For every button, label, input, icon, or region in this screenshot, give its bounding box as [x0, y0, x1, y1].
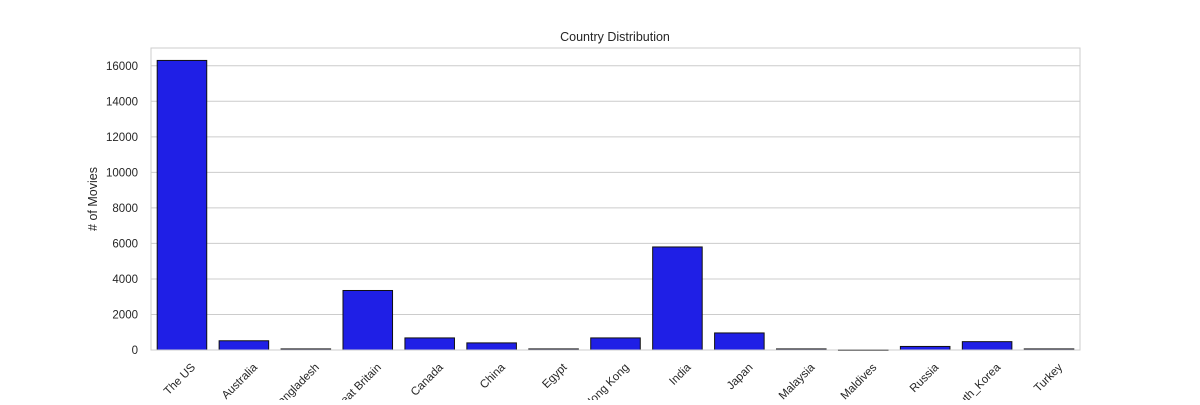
x-tick-label: Great Britain — [330, 362, 384, 400]
x-tick-label: Russia — [908, 361, 942, 395]
x-tick-label: India — [667, 361, 694, 388]
y-tick-label: 4000 — [112, 274, 138, 286]
x-tick-label: Malaysia — [777, 361, 818, 400]
y-tick-label: 10000 — [106, 167, 138, 179]
bar — [466, 342, 517, 351]
y-tick-label: 14000 — [106, 96, 138, 108]
x-tick-labels: The US Australia Bangladesh Great Britain Ca… — [162, 361, 1065, 405]
x-tick-label: The US — [162, 361, 198, 397]
y-tick-label: 6000 — [112, 238, 138, 250]
chart-title: Country Distribution — [560, 30, 670, 44]
y-tick-label: 8000 — [112, 203, 138, 215]
x-tick-label: Japan — [725, 362, 756, 393]
bar — [590, 337, 641, 351]
bar — [652, 246, 703, 351]
bar — [218, 340, 270, 351]
y-tick-label: 16000 — [106, 61, 138, 73]
bar — [961, 341, 1013, 351]
bar — [404, 337, 455, 351]
x-tick-label: Maldives — [839, 361, 880, 400]
y-tick-label: 12000 — [106, 132, 138, 144]
bar — [342, 289, 394, 351]
plot-frame — [150, 47, 1081, 351]
x-tick-label: Australia — [220, 361, 261, 400]
x-tick-label: Turkey — [1032, 361, 1065, 394]
y-tick-labels: 0 2000 4000 6000 8000 10000 12000 14000 16000 — [106, 61, 138, 357]
bar — [714, 332, 765, 351]
gridlines — [151, 65, 1080, 315]
x-tick-label: Bangladesh — [271, 362, 322, 400]
bar — [156, 59, 208, 351]
y-tick-label: 2000 — [112, 309, 138, 321]
x-tick-label: Egypt — [540, 361, 570, 391]
x-tick-label: Canada — [409, 361, 446, 398]
bars — [156, 59, 1075, 351]
x-tick-label: China — [478, 361, 508, 391]
bar — [899, 345, 951, 351]
y-axis-label: # of Movies — [86, 167, 100, 231]
x-tick-label: South_Korea — [947, 361, 1003, 400]
y-tick-label: 0 — [132, 345, 138, 357]
x-tick-label: Hong Kong — [582, 362, 631, 400]
